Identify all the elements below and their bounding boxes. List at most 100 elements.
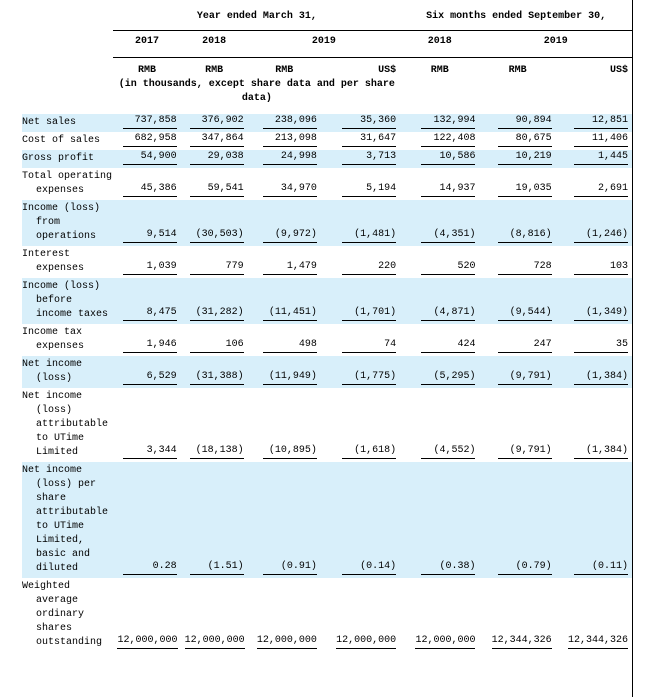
period-group: Year ended March 31,: [196, 11, 317, 22]
value: 14,937: [421, 182, 476, 197]
value-cell: (31,388): [180, 356, 248, 388]
value: 682,958: [122, 132, 177, 147]
value: 34,970: [262, 182, 317, 197]
value: 728: [497, 260, 552, 275]
value-cell: 10,586: [400, 150, 480, 168]
currency: US$: [555, 57, 632, 78]
value-cell: 376,902: [180, 114, 248, 132]
value: 10,219: [497, 150, 552, 165]
value-cell: 24,998: [247, 150, 321, 168]
value-cell: 12,000,000: [181, 578, 248, 652]
value-cell: (0.91): [247, 462, 321, 578]
value-cell: (4,871): [400, 278, 480, 324]
value-cell: 80,675: [479, 132, 555, 150]
value: (9,544): [497, 306, 552, 321]
value-cell: (9,972): [247, 200, 321, 246]
value: 3,344: [122, 444, 177, 459]
value-cell: (0.11): [555, 462, 632, 578]
data-row: Net income (loss) per share attributable…: [22, 462, 632, 578]
header-row: Year ended March 31, Six months ended Sep…: [22, 10, 632, 31]
unit-note: (in thousands, except share data and per…: [118, 79, 395, 104]
value: 347,864: [189, 132, 244, 147]
value-cell: 3,713: [320, 150, 401, 168]
row-label: Income (loss) before income taxes: [22, 278, 114, 324]
value: (10,895): [262, 444, 317, 459]
value: (1,701): [342, 306, 397, 321]
currency: US$: [320, 57, 401, 78]
value-cell: (9,791): [479, 356, 556, 388]
value: 220: [342, 260, 397, 275]
header-row: (in thousands, except share data and per…: [22, 78, 632, 114]
value: (1.51): [189, 560, 244, 575]
value: (31,282): [189, 306, 244, 321]
row-label: Cost of sales: [22, 135, 101, 146]
value: 5,194: [342, 182, 397, 197]
year: 2017: [113, 30, 181, 58]
currency: RMB: [113, 57, 181, 78]
blank: [400, 78, 632, 114]
value: (18,138): [189, 444, 244, 459]
value-cell: (1,775): [320, 356, 401, 388]
blank: [22, 58, 113, 79]
value-cell: (1,246): [555, 200, 632, 246]
value-cell: (9,791): [479, 388, 555, 462]
value: (1,349): [574, 306, 628, 321]
row-label: Gross profit: [22, 150, 114, 168]
value: 59,541: [189, 182, 244, 197]
data-row: Gross profit 54,900 29,038 24,998 3,713 10,58…: [22, 150, 632, 168]
value: (9,972): [262, 228, 317, 243]
row-label: Interest expenses: [22, 249, 85, 274]
value: 238,096: [262, 114, 317, 129]
value: 31,647: [342, 132, 397, 147]
value: 1,946: [122, 338, 177, 353]
value-cell: (1,701): [320, 278, 401, 324]
value-cell: 90,894: [479, 114, 556, 132]
currency: RMB: [247, 57, 321, 78]
data-row: Income tax expenses 1,946 106 498 74 424 247 35: [22, 324, 632, 356]
value-cell: 1,445: [555, 150, 632, 168]
value-cell: (11,949): [247, 356, 321, 388]
value-cell: 106: [181, 324, 248, 356]
data-row: Income (loss) from operations 9,514 (30,50…: [22, 200, 632, 246]
value: 1,479: [262, 260, 317, 275]
value-cell: 31,647: [321, 132, 400, 150]
value: (4,871): [421, 306, 476, 321]
value-cell: (30,503): [180, 200, 248, 246]
value-cell: (11,451): [247, 278, 321, 324]
value: 54,900: [122, 150, 177, 165]
value-cell: 5,194: [321, 168, 400, 200]
value-cell: 9,514: [113, 200, 181, 246]
data-row: Weighted average ordinary shares outstan…: [22, 578, 632, 652]
data-row: Net income (loss) attributable to UTime …: [22, 388, 632, 462]
value: (11,451): [262, 306, 317, 321]
value-cell: 132,994: [400, 114, 480, 132]
value: 12,000,000: [184, 634, 245, 649]
value: 90,894: [497, 114, 552, 129]
value-cell: (9,544): [479, 278, 556, 324]
value: 24,998: [262, 150, 317, 165]
data-row: Income (loss) before income taxes 8,475 (3…: [22, 278, 632, 324]
value: (1,618): [342, 444, 397, 459]
value: 19,035: [497, 182, 552, 197]
value: 132,994: [421, 114, 476, 129]
value: (9,791): [497, 370, 552, 385]
value: 10,586: [421, 150, 476, 165]
year: 2019: [479, 30, 632, 58]
value: (1,384): [574, 444, 628, 459]
value: (0.79): [497, 560, 552, 575]
value: 498: [262, 338, 317, 353]
value-cell: 12,851: [555, 114, 632, 132]
value-cell: 10,219: [479, 150, 556, 168]
data-row: Total operating expenses 45,386 59,541 34,9…: [22, 168, 632, 200]
value: (4,552): [421, 444, 476, 459]
value: (5,295): [421, 370, 476, 385]
value-cell: (18,138): [181, 388, 248, 462]
value: (1,775): [342, 370, 397, 385]
value-cell: 74: [321, 324, 400, 356]
value-cell: (1,349): [555, 278, 632, 324]
row-label: Net sales: [22, 114, 114, 132]
value: 35: [574, 338, 628, 353]
value-cell: 247: [479, 324, 555, 356]
value-cell: 498: [248, 324, 321, 356]
value-cell: 6,529: [113, 356, 181, 388]
